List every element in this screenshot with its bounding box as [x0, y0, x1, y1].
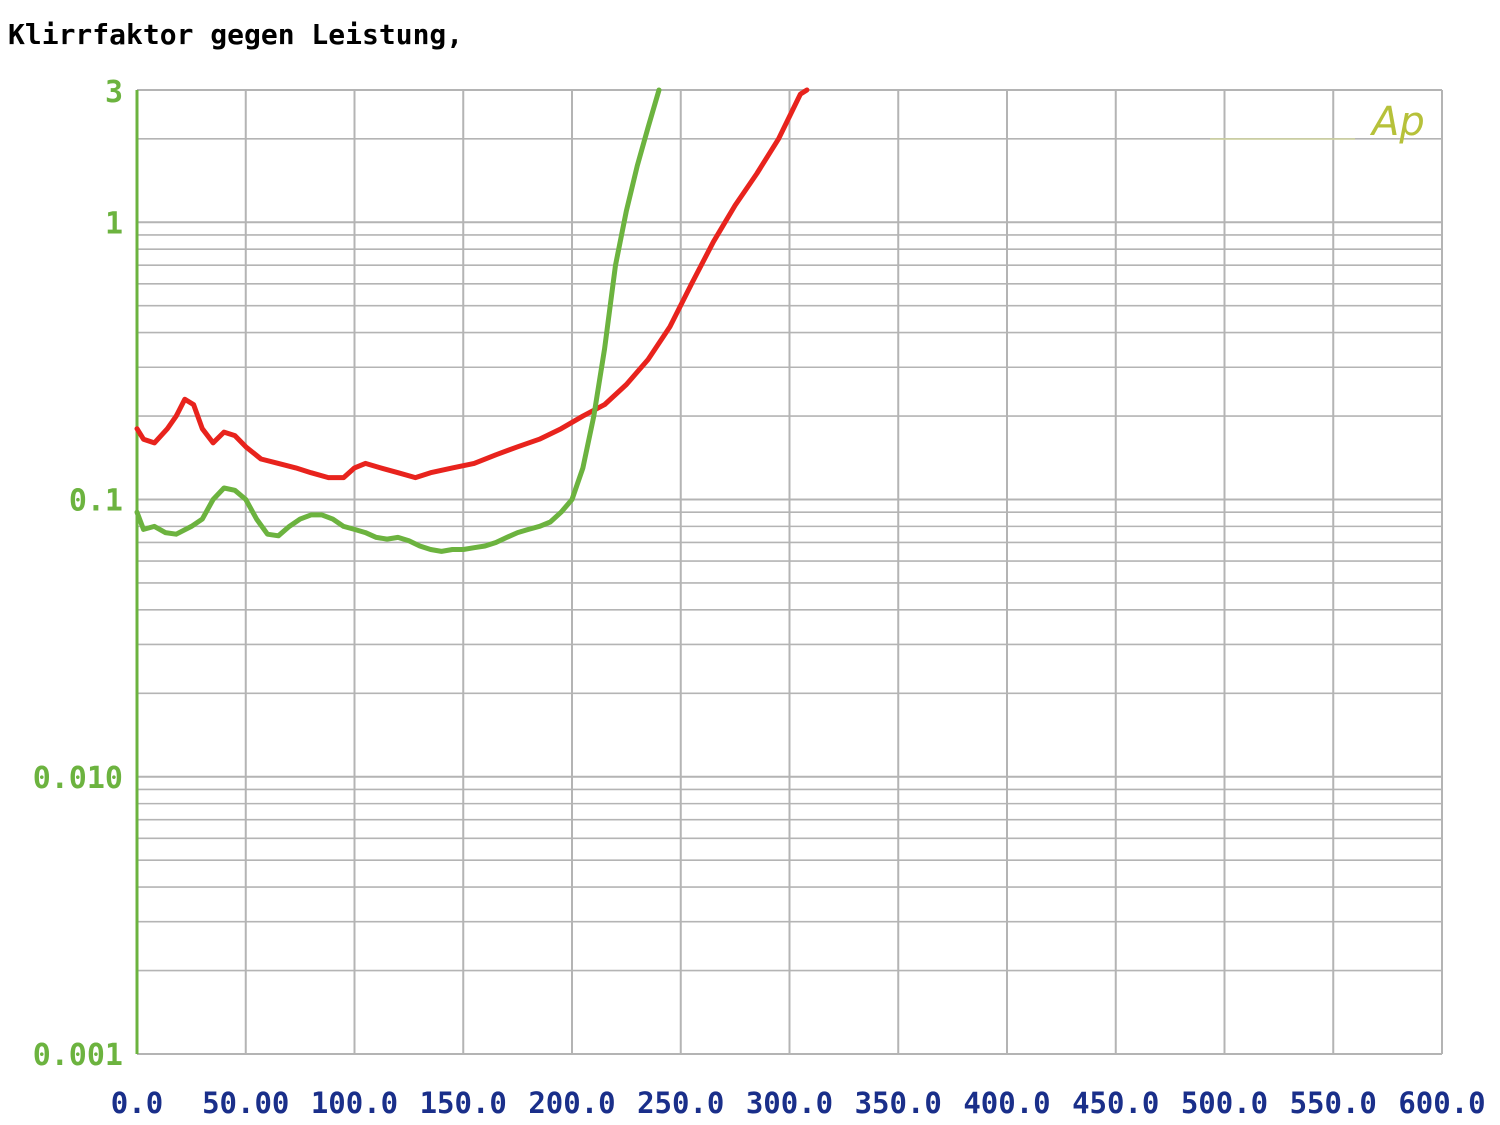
y-tick-label: 3 — [105, 75, 123, 110]
x-tick-label: 450.0 — [1072, 1086, 1159, 1120]
chart-title: Klirrfaktor gegen Leistung, — [8, 18, 464, 51]
x-tick-label: 200.0 — [528, 1086, 615, 1120]
x-tick-label: 550.0 — [1290, 1086, 1377, 1120]
ap-logo: Ap — [1369, 99, 1425, 145]
y-tick-label: 0.010 — [33, 761, 123, 796]
x-tick-label: 500.0 — [1181, 1086, 1268, 1120]
series-line-green — [134, 87, 662, 554]
y-tick-label: 0.001 — [33, 1038, 123, 1073]
x-tick-label: 0.0 — [111, 1086, 163, 1120]
x-tick-label: 50.00 — [202, 1086, 289, 1120]
x-tick-label: 600.0 — [1398, 1086, 1485, 1120]
y-tick-label: 0.1 — [69, 484, 123, 519]
x-tick-label: 350.0 — [855, 1086, 942, 1120]
series-line-red — [134, 87, 810, 481]
x-tick-label: 150.0 — [420, 1086, 507, 1120]
x-tick-label: 250.0 — [637, 1086, 724, 1120]
y-tick-label: 1 — [105, 206, 123, 241]
x-tick-label: 100.0 — [311, 1086, 398, 1120]
x-tick-label: 300.0 — [746, 1086, 833, 1120]
x-tick-label: 400.0 — [963, 1086, 1050, 1120]
